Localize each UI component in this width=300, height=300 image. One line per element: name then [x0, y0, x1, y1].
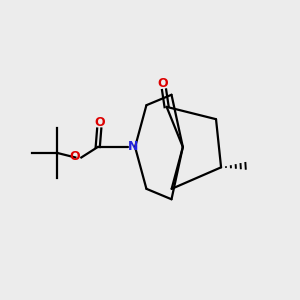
Text: N: N — [128, 140, 138, 153]
Text: O: O — [94, 116, 104, 129]
Text: O: O — [158, 77, 169, 90]
Text: O: O — [69, 150, 80, 164]
